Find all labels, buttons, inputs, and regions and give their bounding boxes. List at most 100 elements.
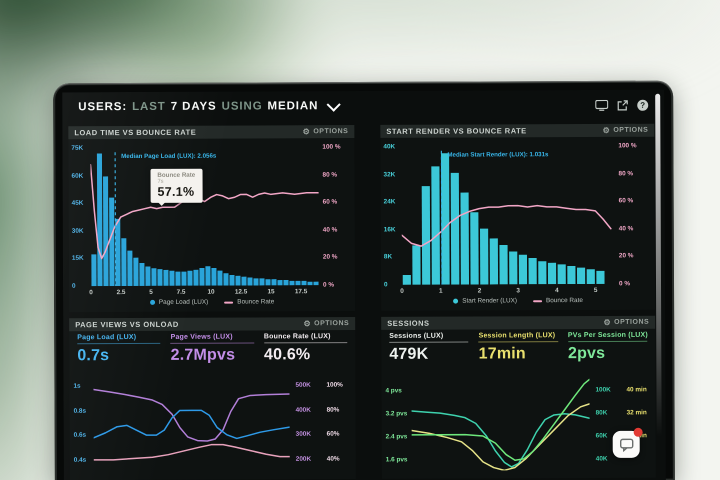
metric-divider <box>478 341 558 343</box>
share-icon[interactable] <box>617 99 628 110</box>
y-axis-tick: 80 % <box>322 171 338 179</box>
legend-label: Bounce Rate <box>545 297 583 305</box>
metric-value: 0.7s <box>77 347 110 365</box>
metric-label: Sessions (LUX) <box>389 332 444 340</box>
y-axis-row: 500K 100% <box>295 382 351 389</box>
median-annotation: Median Start Render (LUX): 1.031s <box>447 151 549 159</box>
histogram-bar <box>431 166 440 285</box>
display-icon[interactable] <box>595 99 609 111</box>
y-axis-tick: 8K <box>383 253 393 261</box>
histogram-bar <box>253 278 259 286</box>
chart-legend: Start Render (LUX) Bounce Rate <box>381 297 655 305</box>
chart-plot[interactable]: Median Page Load (LUX): 2.056s Bounce Rat… <box>90 147 319 287</box>
x-axis-tick: 0 <box>89 289 93 297</box>
histogram-bar <box>151 268 157 286</box>
histogram-bar <box>96 153 103 287</box>
y-axis-left: 4 pvs 3.2 pvs 2.4 pvs 1.6 pvs <box>385 379 409 471</box>
page-load-line <box>94 410 290 439</box>
title-segment: LAST <box>132 100 166 114</box>
histogram-bar <box>127 250 133 287</box>
histogram-bar <box>450 172 460 285</box>
legend-item[interactable]: Bounce Rate <box>532 297 583 305</box>
y-axis-tick: 24K <box>383 198 396 206</box>
metric-sessions: Sessions (LUX) 479K <box>389 333 469 375</box>
panel-load-time-vs-bounce-rate: LOAD TIME VS BOUNCE RATE OPTIONS 75K 60K 4… <box>68 125 356 313</box>
dashboard-title-dropdown[interactable]: USERS: LAST 7 DAYS USING MEDIAN <box>78 97 341 114</box>
options-button[interactable]: OPTIONS <box>603 318 649 326</box>
sessions-line <box>412 410 590 467</box>
metric-divider <box>389 341 469 343</box>
y-axis-tick: 40 % <box>322 226 338 234</box>
panel-title: LOAD TIME VS BOUNCE RATE <box>74 127 197 138</box>
metric-divider <box>567 340 648 343</box>
y-axis-tick: 2.4 pvs <box>385 432 408 440</box>
panel-title: START RENDER VS BOUNCE RATE <box>386 126 527 136</box>
options-button[interactable]: OPTIONS <box>603 126 649 134</box>
metric-page-load: Page Load (LUX) 0.7s <box>77 334 161 376</box>
panel-header: START RENDER VS BOUNCE RATE OPTIONS <box>380 123 655 138</box>
metric-value: 2pvs <box>567 344 606 363</box>
options-button[interactable]: OPTIONS <box>303 128 349 136</box>
panel-start-render-vs-bounce-rate: START RENDER VS BOUNCE RATE OPTIONS 40K 3… <box>380 123 656 311</box>
chart-plot[interactable]: Median Start Render (LUX): 1.031s <box>401 146 615 285</box>
metric-label: PVs Per Session (LUX) <box>567 331 648 340</box>
histogram-bar <box>557 264 566 285</box>
histogram-bar <box>229 274 235 286</box>
tooltip-value: 57.1% <box>157 184 195 199</box>
histogram-bar <box>199 268 205 286</box>
y-axis-tick: 3.2 pvs <box>385 409 408 417</box>
y-axis-tick: 80K <box>595 409 608 417</box>
start-render-vs-bounce-rate-svg <box>401 146 615 285</box>
x-axis-tick: 17.5 <box>294 288 308 296</box>
help-icon[interactable] <box>637 99 649 111</box>
chart-plot[interactable] <box>93 379 289 472</box>
legend-item[interactable]: Page Load (LUX) <box>149 299 208 306</box>
x-axis-tick: 5 <box>149 288 153 296</box>
x-axis-tick: 15 <box>267 288 275 296</box>
histogram-bar <box>211 267 217 286</box>
y-axis-right: 100 % 80 % 60 % 40 % 20 % 0 % <box>618 142 651 288</box>
chart-plot[interactable] <box>411 378 589 471</box>
notification-badge <box>633 427 643 437</box>
legend-dot-swatch <box>453 298 459 304</box>
legend-dot-swatch <box>149 299 155 305</box>
chart-tooltip: Bounce Rate 7s 57.1% <box>150 168 203 203</box>
y-axis-tick: 32 min <box>626 409 647 417</box>
options-button[interactable]: OPTIONS <box>303 320 349 328</box>
metric-page-views: Page Views (LUX) 2.7Mpvs <box>171 333 255 375</box>
metric-pvs-per-session: PVs Per Session (LUX) 2pvs <box>568 332 648 374</box>
gear-icon <box>603 126 611 134</box>
y-axis-tick: 0 % <box>618 280 631 288</box>
histogram-bar <box>91 254 97 287</box>
title-segment: USING <box>221 100 263 113</box>
panel-page-views-vs-onload: PAGE VIEWS VS ONLOAD OPTIONS Page Load (… <box>69 317 356 480</box>
metric-label: Session Length (LUX) <box>478 332 556 340</box>
metric-label: Bounce Rate (LUX) <box>263 333 331 341</box>
legend-line-swatch <box>224 301 234 304</box>
histogram-bar <box>271 279 277 286</box>
legend-item[interactable]: Bounce Rate <box>224 298 274 306</box>
histogram-bar <box>259 278 265 286</box>
histogram-bar <box>307 281 313 286</box>
load-time-vs-bounce-rate-svg <box>90 147 319 287</box>
laptop: USERS: LAST 7 DAYS USING MEDIAN <box>53 80 675 480</box>
y-axis-tick: 300K <box>295 430 311 438</box>
y-axis-tick: 32K <box>383 170 396 179</box>
legend-item[interactable]: Start Render (LUX) <box>453 297 517 305</box>
chat-launcher-button[interactable] <box>612 427 643 458</box>
y-axis-tick: 60 % <box>322 198 338 206</box>
y-axis-tick: 500K <box>295 381 311 389</box>
histogram-bar <box>187 270 193 286</box>
median-marker-line <box>441 151 442 285</box>
y-axis-row: 200K 40% <box>296 455 352 462</box>
options-label: OPTIONS <box>614 318 650 326</box>
panel-sessions: SESSIONS OPTIONS Sessions (LUX) 479K Ses… <box>381 315 656 479</box>
y-axis-tick: 60% <box>326 430 340 438</box>
histogram-bar <box>402 274 411 285</box>
histogram-bar <box>181 271 187 286</box>
y-axis-tick: 60 % <box>618 197 634 205</box>
x-axis-tick: 3 <box>516 287 521 295</box>
metric-value: 2.7Mpvs <box>170 346 236 364</box>
x-axis-tick: 0 <box>400 287 404 295</box>
